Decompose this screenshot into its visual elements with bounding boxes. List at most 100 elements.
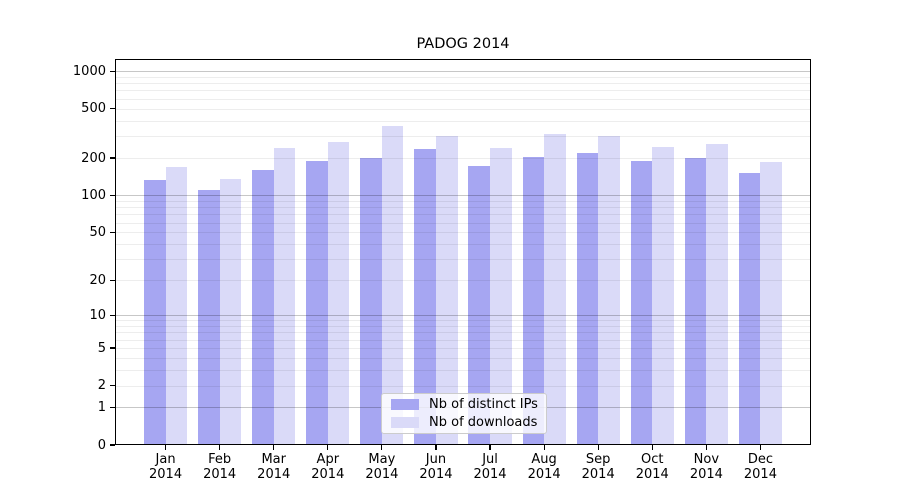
gridline-minor — [115, 200, 811, 202]
legend-swatch-downloads — [391, 417, 419, 429]
y-tick-label: 200 — [81, 150, 106, 166]
x-tick-mark — [164, 445, 167, 450]
y-tick-mark — [110, 279, 115, 281]
legend-item-downloads: Nb of downloads — [382, 415, 546, 432]
bar-downloads-jun — [435, 136, 458, 445]
x-tick-label: Nov 2014 — [689, 452, 723, 482]
y-tick-label: 10 — [89, 307, 106, 323]
x-tick-label: Apr 2014 — [311, 452, 345, 482]
gridline-minor — [115, 232, 811, 234]
gridline-minor — [115, 369, 811, 371]
y-tick-label: 50 — [89, 224, 106, 240]
y-tick-label: 100 — [81, 187, 106, 203]
chart-title: PADOG 2014 — [416, 36, 510, 52]
gridline-minor — [115, 120, 811, 122]
y-tick-mark — [110, 384, 115, 387]
bar-distinct-ips-aug — [522, 156, 545, 445]
gridline-minor — [115, 348, 811, 350]
y-tick-label: 500 — [81, 101, 106, 117]
gridline-minor — [115, 385, 811, 387]
bar-downloads-jan — [165, 167, 188, 445]
x-tick-mark — [489, 445, 491, 450]
x-tick-label: Jan 2014 — [149, 452, 183, 482]
y-tick-mark — [110, 444, 115, 446]
x-tick-mark — [381, 445, 383, 450]
bar-distinct-ips-jan — [143, 180, 166, 445]
bar-distinct-ips-apr — [306, 161, 328, 445]
bar-downloads-dec — [760, 162, 783, 445]
bar-distinct-ips-jun — [414, 149, 436, 445]
x-tick-label: Aug 2014 — [527, 452, 561, 482]
gridline-minor — [115, 158, 811, 160]
gridline-minor — [115, 259, 811, 261]
gridline-minor — [115, 98, 811, 100]
x-tick-label: Jun 2014 — [419, 452, 453, 482]
gridline-major — [115, 195, 811, 197]
gridline-minor — [115, 357, 811, 359]
legend-item-distinct-ips: Nb of distinct IPs — [382, 396, 546, 413]
gridline-minor — [115, 108, 811, 110]
gridline-minor — [115, 320, 811, 322]
x-tick-label: Jul 2014 — [473, 452, 507, 482]
x-tick-mark — [543, 445, 545, 450]
gridline-minor — [115, 83, 811, 85]
y-tick-mark — [110, 194, 115, 196]
bar-distinct-ips-jul — [468, 166, 491, 445]
bar-downloads-nov — [706, 144, 728, 445]
gridline-minor — [115, 332, 811, 334]
y-tick-label: 5 — [97, 340, 106, 356]
bar-distinct-ips-nov — [684, 158, 707, 445]
gridline-major — [115, 315, 811, 317]
bar-distinct-ips-oct — [630, 160, 653, 445]
x-tick-mark — [705, 445, 707, 450]
x-tick-label: May 2014 — [365, 452, 399, 482]
bar-distinct-ips-dec — [738, 172, 761, 445]
legend: Nb of distinct IPs Nb of downloads — [381, 393, 547, 434]
y-tick-label: 0 — [97, 437, 106, 453]
bar-downloads-aug — [544, 134, 566, 445]
gridline-minor — [115, 244, 811, 246]
gridline-minor — [115, 280, 811, 282]
x-tick-mark — [219, 445, 221, 450]
x-tick-label: Oct 2014 — [635, 452, 669, 482]
gridline-minor — [115, 90, 811, 92]
y-tick-label: 1000 — [72, 63, 106, 79]
gridline-minor — [115, 136, 811, 138]
y-tick-mark — [110, 406, 115, 409]
bar-downloads-sep — [598, 136, 620, 445]
bar-downloads-jul — [490, 148, 512, 445]
plot-area — [115, 59, 811, 445]
x-tick-mark — [273, 445, 275, 450]
legend-swatch-distinct-ips — [391, 398, 419, 410]
gridline-minor — [115, 222, 811, 224]
y-tick-mark — [110, 70, 115, 72]
y-tick-mark — [110, 231, 115, 233]
bar-distinct-ips-mar — [252, 170, 274, 445]
bar-distinct-ips-sep — [576, 152, 599, 445]
gridline-minor — [115, 76, 811, 78]
x-tick-mark — [327, 445, 329, 450]
bar-downloads-mar — [273, 148, 296, 445]
bar-downloads-apr — [327, 142, 350, 445]
legend-label-distinct-ips: Nb of distinct IPs — [429, 396, 538, 412]
bar-distinct-ips-feb — [198, 190, 220, 445]
y-tick-label: 2 — [97, 378, 106, 394]
x-tick-mark — [759, 445, 762, 450]
x-tick-mark — [435, 445, 437, 450]
bar-downloads-may — [381, 125, 404, 445]
gridline-minor — [115, 339, 811, 341]
y-tick-mark — [110, 108, 115, 110]
bar-downloads-oct — [652, 147, 674, 445]
gridline-minor — [115, 207, 811, 209]
bar-downloads-feb — [219, 179, 242, 445]
y-tick-label: 1 — [97, 399, 106, 415]
bar-distinct-ips-may — [360, 158, 382, 445]
gridline-minor — [115, 214, 811, 216]
gridline-minor — [115, 326, 811, 328]
x-tick-mark — [651, 445, 653, 450]
x-tick-mark — [597, 445, 599, 450]
x-tick-label: Sep 2014 — [581, 452, 615, 482]
legend-label-downloads: Nb of downloads — [429, 415, 538, 431]
y-tick-label: 20 — [89, 272, 106, 288]
